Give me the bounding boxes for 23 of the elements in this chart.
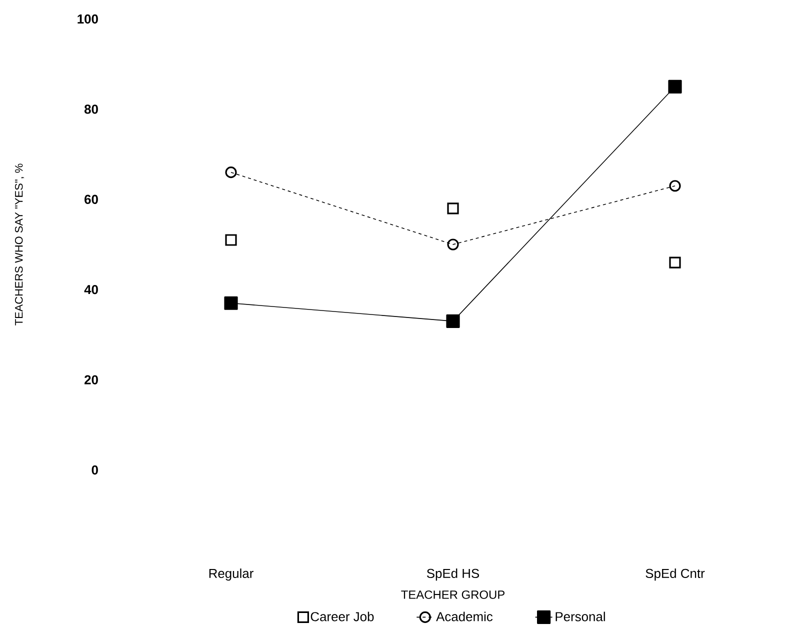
x-tick-label: Regular xyxy=(209,568,254,581)
point xyxy=(446,314,460,328)
point xyxy=(224,296,238,310)
point xyxy=(447,202,459,214)
point xyxy=(225,166,237,178)
point xyxy=(669,256,681,268)
y-axis-title: TEACHERS WHO SAY "YES", % xyxy=(14,164,24,326)
x-axis-title: TEACHER GROUP xyxy=(401,590,504,599)
legend-label: Personal xyxy=(556,612,605,622)
x-tick-label: SpEd Cntr xyxy=(646,568,705,581)
y-tick-label: 0 xyxy=(92,465,98,475)
y-tick-label: 80 xyxy=(84,104,98,114)
point xyxy=(447,238,459,250)
y-tick-label: 20 xyxy=(84,375,98,384)
x-tick-label: SpEd HS xyxy=(426,568,480,581)
y-tick-label: 60 xyxy=(84,194,98,204)
legend-label: Academic xyxy=(436,612,493,622)
y-tick-label: 100 xyxy=(78,14,98,24)
legend-label: Career Job xyxy=(310,612,374,622)
point xyxy=(668,80,682,94)
point xyxy=(225,234,237,246)
point xyxy=(669,180,681,192)
y-tick-label: 40 xyxy=(84,285,98,294)
